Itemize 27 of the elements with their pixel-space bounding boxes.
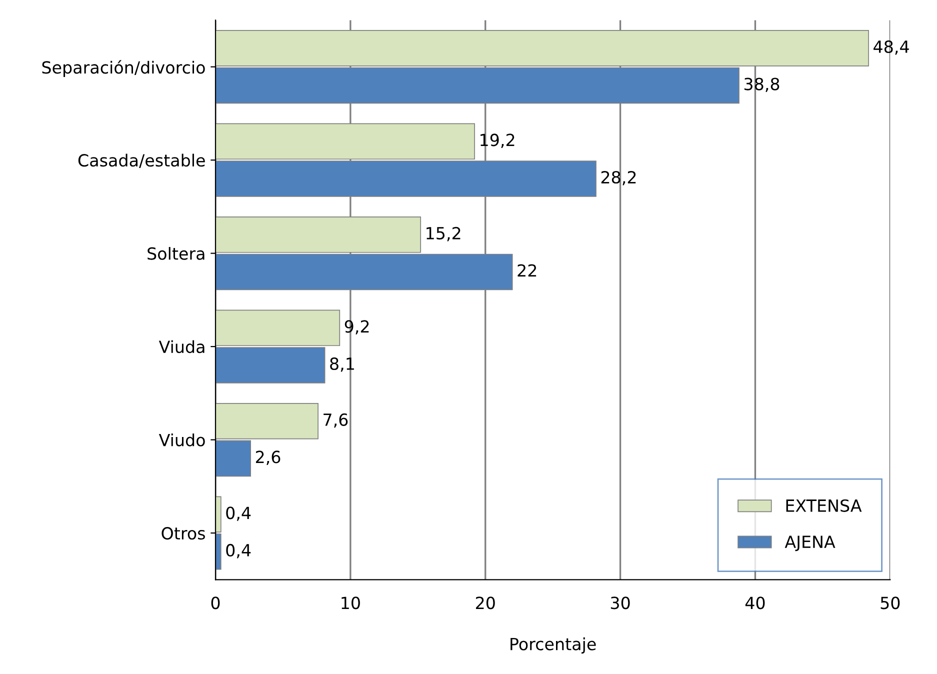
y-tick-label: Soltera (148, 246, 204, 260)
data-label: 15,2 (426, 226, 460, 242)
data-label: 0,4 (226, 506, 251, 521)
x-tick-label: 10 (342, 596, 360, 610)
data-label: 48,4 (874, 40, 909, 55)
x-tick-label: 30 (610, 596, 630, 610)
x-tick-label: 0 (211, 596, 220, 610)
data-label: 8,1 (330, 357, 354, 372)
y-tick-label: Otros (162, 526, 205, 540)
legend-label: EXTENSA (786, 499, 862, 512)
y-tick-label: Casada/estable (78, 154, 205, 168)
x-tick-label: 50 (880, 596, 900, 610)
legend-label: AJENA (784, 536, 836, 552)
data-label: 38,8 (744, 78, 780, 92)
y-tick-label: Viudo (158, 433, 205, 446)
data-label: 0,4 (226, 544, 251, 558)
data-label: 9,2 (344, 320, 369, 334)
y-tick-label: Separación/divorcio (42, 60, 205, 77)
data-label: 7,6 (324, 413, 348, 428)
x-tick-label: 20 (476, 596, 495, 610)
x-tick-label: 40 (745, 596, 765, 610)
x-axis-title: Porcentaje (510, 637, 596, 654)
data-label: 19,2 (480, 134, 514, 148)
data-label: 28,2 (601, 170, 636, 186)
y-tick-label: Viuda (158, 340, 204, 354)
data-label: 22 (518, 264, 536, 277)
data-label: 2,6 (256, 450, 280, 465)
